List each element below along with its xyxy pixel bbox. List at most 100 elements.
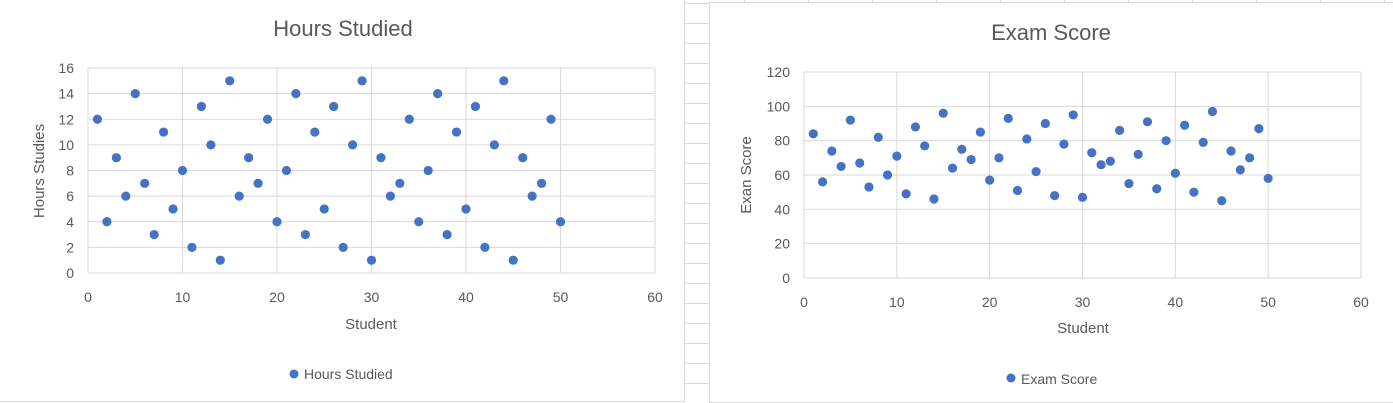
data-point bbox=[92, 114, 103, 124]
y-tick-label: 0 bbox=[782, 270, 790, 286]
legend-label: Hours Studied bbox=[304, 366, 393, 382]
chart-hours-studied[interactable]: Hours Studied 0 2 4 6 8 10 12 14 16 0 10 20 30 40 50 6… bbox=[0, 0, 685, 402]
x-tick-label: 50 bbox=[553, 289, 569, 305]
data-point bbox=[480, 242, 490, 252]
data-point bbox=[300, 229, 310, 240]
data-point bbox=[111, 153, 121, 163]
data-point bbox=[1217, 196, 1227, 206]
x-tick-label: 20 bbox=[982, 294, 998, 310]
data-point bbox=[555, 217, 566, 227]
y-tick-label: 6 bbox=[66, 188, 74, 204]
data-point bbox=[546, 114, 556, 124]
data-point bbox=[187, 242, 197, 252]
y-tick-label: 80 bbox=[774, 133, 790, 149]
data-point bbox=[1263, 173, 1273, 184]
y-axis-ticks: 0 20 40 60 80 100 120 bbox=[767, 64, 791, 286]
x-tick-label: 40 bbox=[1168, 294, 1184, 310]
data-point bbox=[1226, 146, 1236, 156]
data-point bbox=[461, 204, 471, 214]
data-point bbox=[1245, 153, 1255, 163]
y-tick-label: 120 bbox=[767, 64, 791, 80]
hours-studied-scatter-svg: Hours Studied 0 2 4 6 8 10 12 14 16 0 10 20 30 40 50 6… bbox=[31, 16, 663, 382]
data-point bbox=[1003, 113, 1013, 123]
data-point bbox=[206, 140, 216, 150]
data-point bbox=[808, 129, 818, 139]
x-tick-label: 10 bbox=[889, 294, 905, 310]
data-point bbox=[910, 122, 920, 132]
x-tick-label: 30 bbox=[364, 289, 380, 305]
data-point bbox=[357, 76, 367, 86]
data-point bbox=[1012, 185, 1023, 196]
data-point bbox=[215, 255, 225, 265]
data-point bbox=[1161, 136, 1171, 146]
data-point bbox=[873, 132, 883, 142]
data-point bbox=[518, 153, 528, 163]
data-point bbox=[1124, 178, 1134, 189]
data-point bbox=[404, 114, 414, 124]
x-tick-label: 60 bbox=[1353, 294, 1369, 310]
data-point bbox=[291, 89, 301, 99]
data-point bbox=[938, 108, 948, 118]
data-point bbox=[892, 151, 902, 161]
y-tick-label: 4 bbox=[66, 214, 74, 230]
data-point bbox=[451, 127, 462, 137]
data-point bbox=[423, 165, 433, 176]
y-tick-label: 10 bbox=[58, 137, 74, 153]
data-point bbox=[1068, 110, 1078, 120]
data-point bbox=[1152, 184, 1162, 194]
data-point bbox=[1235, 165, 1245, 175]
legend-label: Exam Score bbox=[1021, 371, 1097, 387]
data-point bbox=[1050, 191, 1060, 201]
x-tick-label: 30 bbox=[1075, 294, 1091, 310]
legend-marker bbox=[1006, 373, 1016, 383]
data-point bbox=[1180, 120, 1190, 130]
data-point bbox=[395, 178, 405, 188]
data-point bbox=[159, 127, 169, 137]
data-point bbox=[1087, 148, 1097, 158]
data-point bbox=[177, 165, 188, 176]
data-point bbox=[1059, 139, 1069, 149]
x-tick-label: 50 bbox=[1260, 294, 1276, 310]
plot-area-gridlines bbox=[87, 67, 656, 274]
data-point bbox=[527, 191, 537, 201]
data-point bbox=[1142, 117, 1153, 127]
data-point bbox=[433, 89, 443, 99]
data-point bbox=[947, 163, 958, 173]
data-point bbox=[366, 255, 377, 265]
data-points bbox=[808, 106, 1273, 206]
data-point bbox=[140, 178, 150, 188]
data-point bbox=[864, 182, 874, 192]
y-axis-label: Exan Score bbox=[738, 136, 755, 214]
x-tick-label: 10 bbox=[175, 289, 191, 305]
chart-title: Hours Studied bbox=[273, 16, 412, 41]
data-point bbox=[1115, 125, 1125, 135]
chart-exam-score[interactable]: Exam Score 0 20 40 60 80 100 120 0 10 20 30 40 50 60… bbox=[709, 2, 1393, 403]
data-point bbox=[489, 140, 499, 150]
legend-marker bbox=[289, 369, 299, 379]
data-point bbox=[262, 114, 273, 124]
y-tick-label: 12 bbox=[58, 111, 74, 127]
data-point bbox=[920, 141, 930, 151]
data-point bbox=[272, 217, 282, 227]
data-point bbox=[1198, 137, 1208, 147]
data-point bbox=[827, 146, 837, 156]
data-point bbox=[957, 144, 967, 154]
y-tick-label: 100 bbox=[767, 98, 791, 114]
data-point bbox=[442, 229, 452, 240]
data-point bbox=[149, 229, 159, 240]
data-point bbox=[102, 217, 112, 227]
data-point bbox=[985, 175, 995, 185]
data-point bbox=[1254, 124, 1264, 134]
data-point bbox=[845, 115, 856, 125]
data-point bbox=[234, 191, 244, 201]
x-axis-ticks: 0 10 20 30 40 50 60 bbox=[800, 294, 1369, 310]
x-axis-label: Student bbox=[1057, 320, 1110, 337]
data-point bbox=[508, 255, 518, 265]
data-point bbox=[1077, 192, 1088, 202]
y-tick-label: 0 bbox=[66, 265, 74, 281]
data-point bbox=[1105, 156, 1115, 166]
data-point bbox=[537, 178, 547, 188]
y-axis-label: Hours Studies bbox=[31, 124, 48, 218]
data-points bbox=[92, 76, 566, 265]
data-point bbox=[385, 191, 395, 201]
